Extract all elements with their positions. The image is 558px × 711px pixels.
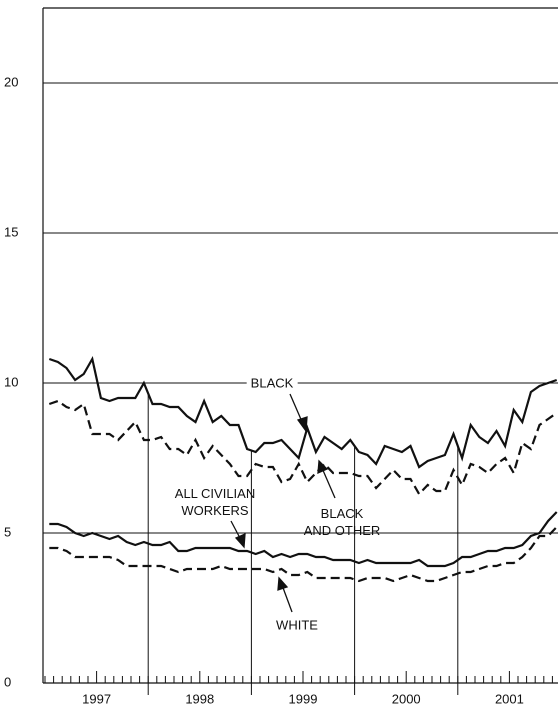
series-label: BLACK AND OTHER (300, 505, 385, 539)
arrow (281, 584, 293, 613)
x-year-label: 2000 (392, 691, 421, 706)
series-line (48, 399, 558, 496)
arrow (321, 467, 336, 499)
arrow-head (277, 576, 289, 591)
series-label-line: ALL CIVILIAN (174, 486, 256, 501)
arrow-head (296, 416, 308, 433)
series-label-line: WHITE (276, 617, 318, 633)
series-label: WHITE (272, 617, 322, 634)
y-tick-label: 0 (4, 674, 11, 689)
arrows (230, 393, 336, 613)
series-label-line: WORKERS (181, 503, 249, 518)
arrow-head (234, 532, 246, 549)
x-year-label: 1997 (82, 691, 111, 706)
series-line (49, 526, 558, 583)
y-tick-label: 5 (4, 524, 11, 539)
x-year-label: 2001 (495, 691, 524, 706)
series-label: ALL CIVILIAN WORKERS (171, 485, 259, 519)
series-line (49, 511, 558, 568)
series-label: BLACK (246, 374, 298, 392)
y-tick-label: 20 (4, 74, 18, 89)
y-tick-label: 10 (4, 374, 18, 389)
series-line (48, 355, 558, 469)
series-label-line: BLACK (320, 506, 364, 521)
x-year-label: 1998 (185, 691, 214, 706)
series-label-line: BLACK (250, 375, 294, 391)
y-tick-label: 15 (4, 224, 18, 239)
series-label-line: AND OTHER (303, 523, 381, 538)
x-year-label: 1999 (289, 691, 318, 706)
